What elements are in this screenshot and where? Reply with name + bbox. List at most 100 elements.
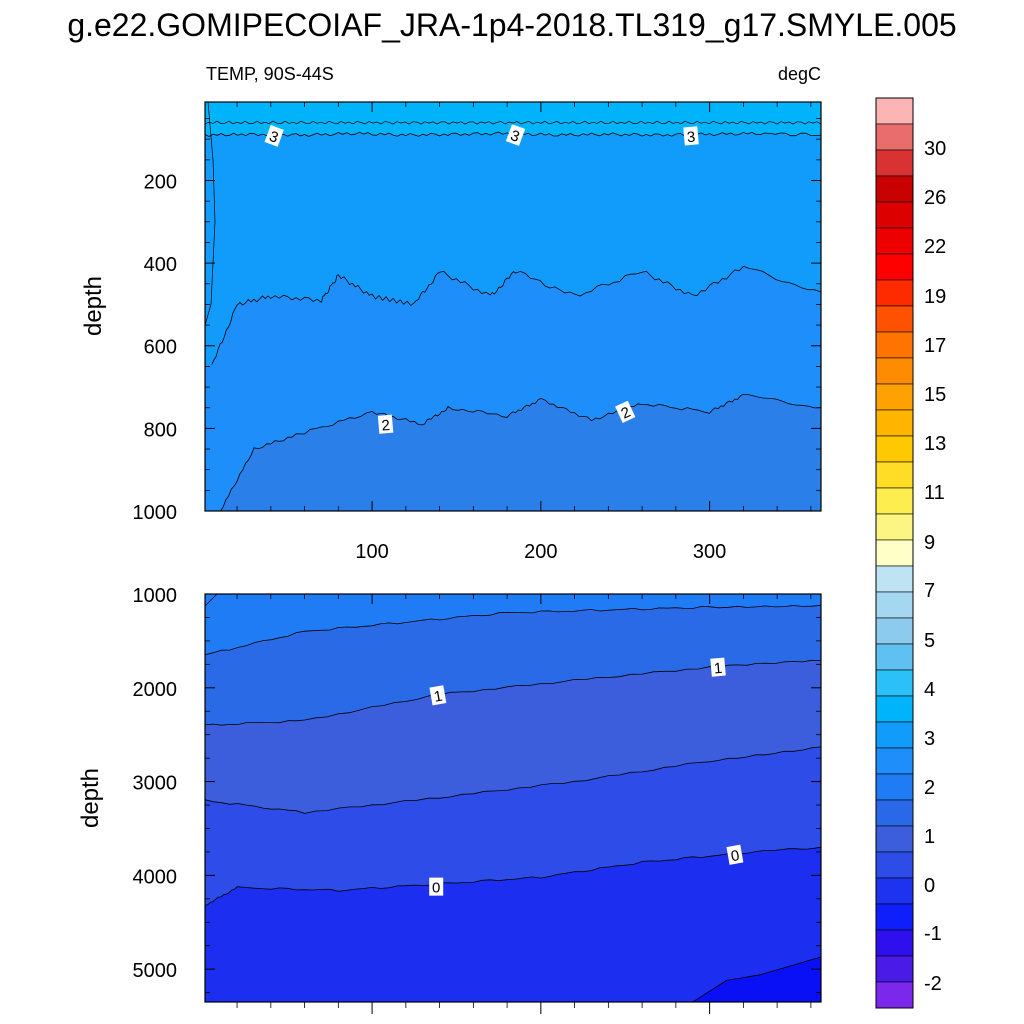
colorbar-swatch	[875, 331, 914, 359]
colorbar-swatch	[875, 799, 914, 827]
top-ytick-label: 800	[144, 419, 177, 441]
colorbar-swatch	[875, 695, 914, 723]
top-contour-3	[204, 131, 822, 137]
colorbar-label: 26	[924, 187, 946, 209]
colorbar-swatch	[875, 513, 914, 541]
top-ytick-label: 1000	[133, 502, 178, 524]
bottom-band-above-1p5	[205, 594, 821, 655]
colorbar-label: 5	[924, 630, 935, 652]
contour-label-box	[429, 685, 447, 706]
colorbar: 30 26 22 19 17 15 13 11 9 7 5 4 3 2 1 0 -1 -2	[875, 97, 946, 1009]
bottom-contour-m0p5	[692, 956, 822, 1003]
top-ytick-label: 600	[144, 337, 177, 359]
colorbar-label: 9	[924, 532, 935, 554]
colorbar-swatch	[875, 253, 914, 281]
colorbar-label: -2	[924, 973, 942, 995]
colorbar-swatch	[875, 929, 914, 957]
colorbar-swatch	[875, 435, 914, 463]
colorbar-swatch	[875, 305, 914, 333]
top-y-axis-label: depth	[80, 276, 107, 336]
colorbar-swatch	[875, 747, 914, 775]
bottom-ytick-label: 1000	[133, 585, 178, 607]
colorbar-swatch	[875, 851, 914, 879]
colorbar-swatch	[875, 461, 914, 489]
colorbar-swatch	[875, 721, 914, 749]
colorbar-label: 13	[924, 433, 946, 455]
bottom-contour-label: 0	[429, 877, 444, 897]
top-contour-2p5	[211, 265, 822, 365]
top-contour-3p5	[204, 120, 822, 125]
bottom-contour-0	[204, 846, 822, 906]
top-contour-label: 2	[377, 414, 394, 435]
top-frame	[204, 101, 822, 512]
top-contour-plot: 200 400 600 800 1000 100 200 300 3 3 3 2 2	[133, 101, 822, 563]
top-xtick-label: 100	[355, 541, 388, 563]
top-band-above-3	[205, 102, 821, 137]
colorbar-swatch	[875, 773, 914, 801]
colorbar-label: 22	[924, 236, 946, 258]
colorbar-swatch	[875, 617, 914, 645]
top-right-label: degC	[778, 64, 821, 84]
colorbar-swatch	[875, 643, 914, 671]
contour-label-text: 3	[686, 129, 696, 147]
top-left-label: TEMP, 90S-44S	[206, 64, 334, 84]
bottom-contour-corner	[204, 593, 218, 607]
colorbar-swatch	[875, 227, 914, 255]
colorbar-label: 30	[924, 138, 946, 160]
colorbar-swatch	[875, 591, 914, 619]
colorbar-label: 1	[924, 826, 935, 848]
contour-label-text: 0	[432, 880, 440, 897]
contour-label-box	[264, 125, 284, 147]
colorbar-swatch	[875, 825, 914, 853]
top-band-2p5-3	[205, 102, 821, 367]
colorbar-swatch	[875, 903, 914, 931]
colorbar-swatch	[875, 279, 914, 307]
contour-label-text: 1	[433, 688, 444, 706]
bottom-contour-label: 0	[726, 844, 744, 865]
colorbar-swatch	[875, 669, 914, 697]
colorbar-swatch	[875, 357, 914, 385]
contour-label-text: 1	[713, 660, 723, 678]
top-contour-left-edge	[204, 101, 216, 326]
colorbar-swatch	[875, 175, 914, 203]
top-contour-2	[219, 393, 822, 512]
colorbar-swatch	[875, 877, 914, 905]
contour-label-box	[505, 124, 526, 146]
contour-label-box	[710, 657, 726, 677]
colorbar-label: 2	[924, 777, 935, 799]
contour-label-box	[683, 126, 699, 146]
colorbar-label: 15	[924, 384, 946, 406]
colorbar-label: 19	[924, 286, 946, 308]
colorbar-swatch	[875, 487, 914, 515]
top-contour-label: 3	[683, 126, 699, 146]
top-ytick-label: 200	[144, 171, 177, 193]
colorbar-swatch	[875, 149, 914, 177]
bottom-y-axis-label: depth	[77, 768, 104, 828]
colorbar-swatch	[875, 97, 914, 125]
contour-label-box	[429, 877, 444, 896]
top-xtick-label: 300	[693, 541, 726, 563]
bottom-contour-label: 1	[429, 685, 447, 706]
bottom-contour-label: 1	[710, 657, 726, 678]
colorbar-swatch	[875, 123, 914, 151]
colorbar-swatch	[875, 383, 914, 411]
colorbar-label: 7	[924, 580, 935, 602]
top-ytick-label: 400	[144, 254, 177, 276]
colorbar-swatch	[875, 201, 914, 229]
colorbar-label: 11	[924, 482, 945, 504]
top-contour-label: 3	[505, 124, 526, 146]
colorbar-label: 4	[924, 679, 935, 701]
contour-label-box	[377, 414, 394, 434]
contour-label-box	[615, 400, 636, 423]
bottom-contour-0p5	[204, 746, 822, 814]
colorbar-swatch	[875, 539, 914, 567]
bottom-ytick-label: 5000	[133, 960, 178, 982]
bottom-ytick-label: 4000	[133, 866, 178, 888]
bottom-frame	[204, 593, 822, 1003]
colorbar-swatch	[875, 409, 914, 437]
top-contour-label: 3	[264, 125, 284, 147]
colorbar-label: 0	[924, 875, 935, 897]
contour-label-text: 0	[730, 847, 741, 865]
bottom-ytick-label: 2000	[133, 679, 178, 701]
